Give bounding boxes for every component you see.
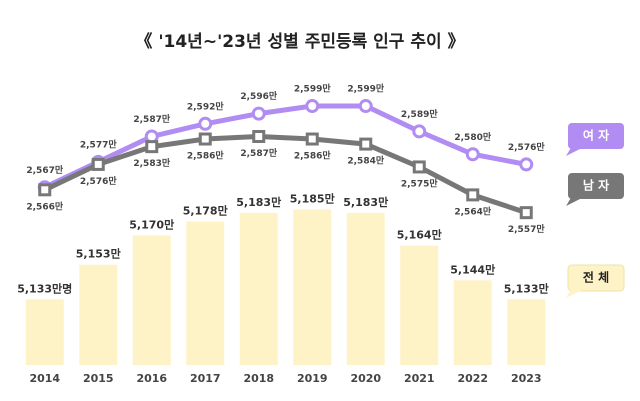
x-tick-label: 2023	[511, 372, 542, 385]
x-tick-label: 2019	[297, 372, 328, 385]
marker	[412, 124, 427, 139]
chart-title: 《 '14년~'23년 성별 주민등록 인구 추이 》	[135, 31, 464, 52]
line-label: 2,587만	[133, 113, 170, 125]
bar	[453, 280, 492, 365]
line-label: 2,564만	[454, 205, 491, 217]
marker	[466, 188, 480, 202]
legend-pointer	[566, 146, 582, 156]
bar	[132, 235, 171, 365]
line-label: 2,580만	[454, 131, 491, 143]
bar	[400, 245, 439, 365]
marker	[198, 132, 212, 146]
marker	[252, 129, 266, 143]
marker	[519, 157, 534, 172]
line	[43, 103, 527, 190]
legend-pointer	[566, 288, 582, 298]
x-tick-label: 2021	[404, 372, 435, 385]
marker	[198, 116, 213, 131]
marker	[145, 140, 159, 154]
line-label: 2,589만	[401, 108, 438, 120]
x-tick-label: 2017	[190, 372, 221, 385]
line	[43, 133, 528, 216]
marker	[359, 137, 373, 151]
marker	[465, 147, 480, 162]
line-label: 2,566만	[26, 200, 63, 212]
bar-label: 5,133만	[504, 281, 549, 295]
bar	[25, 299, 64, 365]
marker	[358, 99, 373, 114]
x-tick-label: 2016	[136, 372, 167, 385]
line-label: 2,599만	[294, 83, 331, 95]
line-label: 2,592만	[187, 100, 224, 112]
x-tick-label: 2015	[83, 372, 114, 385]
line-label: 2,567만	[26, 164, 63, 176]
legend-badge	[568, 173, 624, 199]
marker	[412, 160, 426, 174]
bar-label: 5,144만	[450, 262, 495, 276]
bar-label: 5,185만	[290, 191, 335, 205]
line-label: 2,557만	[508, 223, 545, 235]
legend-label: 여 자	[583, 128, 609, 143]
marker	[91, 157, 105, 171]
bar-label: 5,178만	[183, 204, 228, 218]
bar-label: 5,183만	[236, 195, 281, 209]
line-label: 2,586만	[187, 150, 224, 162]
marker	[519, 206, 533, 220]
legend-pointer	[566, 196, 582, 206]
marker	[305, 132, 319, 146]
bar	[293, 209, 332, 365]
x-tick-label: 2022	[457, 372, 488, 385]
legend-label: 전 체	[583, 270, 609, 285]
bar-label: 5,164만	[397, 228, 442, 242]
line-label: 2,576만	[508, 141, 545, 153]
bar-label: 5,153만	[76, 247, 121, 261]
line-label: 2,586만	[294, 150, 331, 162]
bar	[186, 221, 225, 365]
line-label: 2,577만	[80, 138, 117, 150]
marker	[38, 183, 52, 197]
bar	[346, 212, 385, 365]
bar	[79, 264, 118, 365]
line-label: 2,576만	[80, 175, 117, 187]
bar-label: 5,170만	[129, 217, 174, 231]
x-tick-label: 2014	[29, 372, 60, 385]
line-label: 2,587만	[240, 147, 277, 159]
legend-badge	[567, 264, 625, 292]
line-label: 2,596만	[240, 90, 277, 102]
legend-label: 남 자	[583, 178, 609, 193]
bar-label: 5,183만	[343, 195, 388, 209]
legend-badge	[568, 123, 624, 149]
bar-label: 5,133만명	[17, 281, 72, 295]
line-label: 2,599만	[347, 83, 384, 95]
line-label: 2,584만	[347, 155, 384, 167]
bar	[239, 212, 278, 365]
line-label: 2,575만	[401, 177, 438, 189]
marker	[251, 106, 266, 121]
x-tick-label: 2018	[243, 372, 274, 385]
marker	[305, 99, 320, 114]
bar	[507, 299, 546, 365]
x-tick-label: 2020	[350, 372, 381, 385]
line-label: 2,583만	[133, 157, 170, 169]
